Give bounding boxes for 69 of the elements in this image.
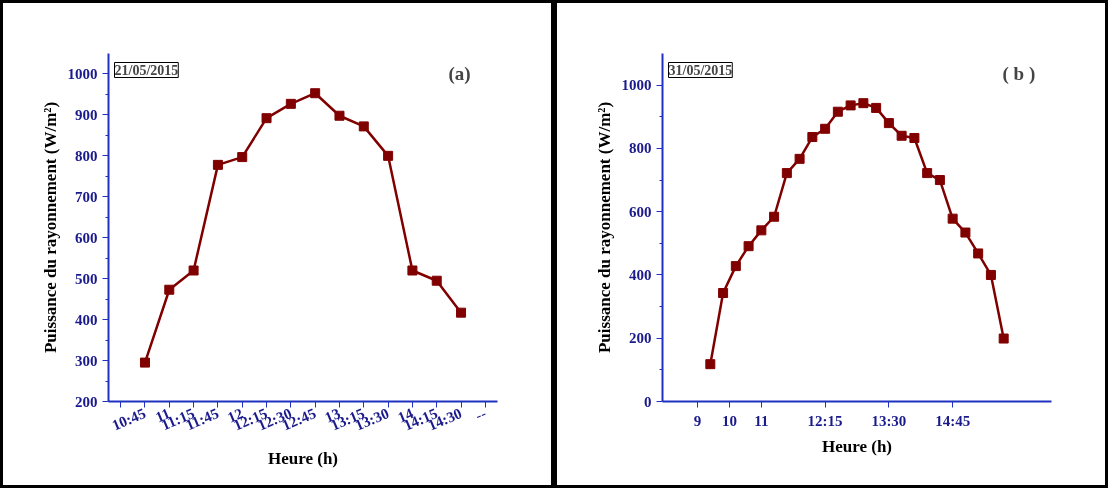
- point: [756, 225, 767, 236]
- point: [807, 132, 818, 143]
- point: [164, 284, 175, 295]
- point: [883, 118, 894, 129]
- point: [960, 227, 971, 238]
- point: [718, 287, 729, 298]
- annotation: ( b ): [1002, 62, 1036, 85]
- point: [139, 357, 150, 368]
- x-tick-label: 12:15: [807, 412, 843, 429]
- annotation: 21/05/2015: [114, 62, 179, 78]
- point: [285, 98, 296, 109]
- y-tick-label: 300: [75, 352, 98, 369]
- x-tick-label: --: [473, 405, 489, 424]
- point: [858, 98, 869, 109]
- point: [730, 261, 741, 272]
- point: [896, 130, 907, 141]
- y-tick-label: 900: [75, 106, 98, 123]
- y-tick-label: 1000: [621, 77, 652, 94]
- x-axis-title: Heure (h): [821, 436, 893, 456]
- y-tick-label: 1000: [67, 65, 98, 82]
- point: [383, 150, 394, 161]
- point: [705, 359, 716, 370]
- point: [358, 121, 369, 132]
- y-tick-label: 400: [629, 266, 652, 283]
- point: [407, 265, 418, 276]
- y-axis-title: Puissance du rayonnement (W/m²): [40, 101, 60, 354]
- point: [261, 113, 272, 124]
- y-tick-label: 800: [75, 147, 98, 164]
- x-tick-label: 13:30: [871, 412, 907, 429]
- y-tick-label: 800: [629, 140, 652, 157]
- point: [781, 168, 792, 179]
- point: [985, 269, 996, 280]
- point: [212, 159, 223, 170]
- x-axis-title: Heure (h): [267, 448, 339, 468]
- y-axis-title: Puissance du rayonnement (W/m²): [594, 101, 614, 354]
- point: [188, 265, 199, 276]
- x-tick-label: 10: [721, 412, 737, 429]
- point: [909, 132, 920, 143]
- x-tick-label: 14:45: [935, 412, 971, 429]
- point: [832, 106, 843, 117]
- point: [934, 175, 945, 186]
- point: [820, 123, 831, 134]
- point: [794, 153, 805, 164]
- point: [456, 307, 467, 318]
- point: [743, 241, 754, 252]
- annotation: (a): [448, 62, 471, 85]
- point: [973, 248, 984, 259]
- point: [947, 213, 958, 224]
- y-tick-label: 600: [75, 229, 98, 246]
- point: [310, 88, 321, 99]
- y-tick-label: 0: [644, 393, 652, 410]
- point: [845, 100, 856, 111]
- x-tick-label: 11: [754, 412, 769, 429]
- point: [871, 102, 882, 113]
- y-tick-label: 200: [629, 330, 652, 347]
- y-tick-label: 600: [629, 203, 652, 220]
- y-tick-label: 200: [75, 393, 98, 410]
- y-tick-label: 500: [75, 270, 98, 287]
- point: [922, 168, 933, 179]
- x-tick-label: 10:45: [109, 405, 149, 434]
- annotation: 31/05/2015: [668, 62, 733, 78]
- x-tick-label: 9: [693, 412, 702, 429]
- y-tick-label: 700: [75, 188, 98, 205]
- point: [769, 211, 780, 222]
- point: [334, 110, 345, 121]
- y-tick-label: 400: [75, 311, 98, 328]
- point: [431, 275, 442, 286]
- point: [998, 333, 1009, 344]
- point: [237, 152, 248, 163]
